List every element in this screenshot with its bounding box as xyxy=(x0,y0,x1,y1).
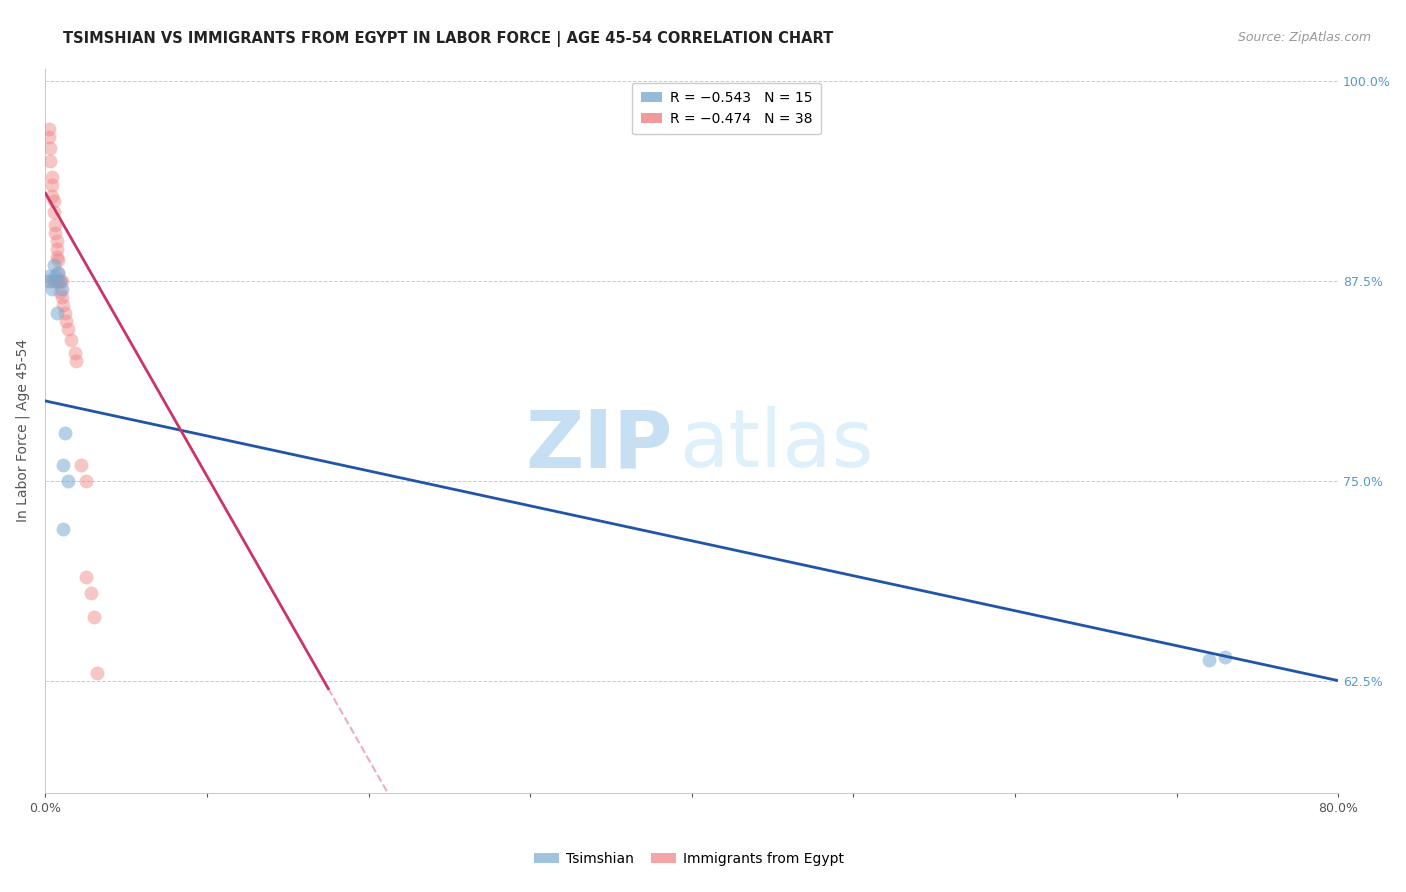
Text: Source: ZipAtlas.com: Source: ZipAtlas.com xyxy=(1237,31,1371,45)
Point xyxy=(49,274,72,288)
Point xyxy=(1198,653,1220,667)
Point xyxy=(52,458,75,472)
Legend: R = −0.543   N = 15, R = −0.474   N = 38: R = −0.543 N = 15, R = −0.474 N = 38 xyxy=(633,83,821,135)
Point xyxy=(56,474,79,488)
Point xyxy=(83,609,105,624)
Text: atlas: atlas xyxy=(679,406,873,484)
Point xyxy=(38,122,60,136)
Point xyxy=(41,170,63,185)
Text: TSIMSHIAN VS IMMIGRANTS FROM EGYPT IN LABOR FORCE | AGE 45-54 CORRELATION CHART: TSIMSHIAN VS IMMIGRANTS FROM EGYPT IN LA… xyxy=(63,31,834,47)
Point xyxy=(55,314,77,328)
Point xyxy=(44,269,66,284)
Point xyxy=(70,458,93,472)
Point xyxy=(38,269,60,284)
Point xyxy=(45,242,67,256)
Point xyxy=(42,258,65,272)
Point xyxy=(1213,649,1236,664)
Point xyxy=(48,266,70,280)
Point xyxy=(51,282,73,296)
Point xyxy=(65,354,87,368)
Point xyxy=(39,154,62,169)
Point xyxy=(39,141,62,155)
Point xyxy=(41,282,63,296)
Point xyxy=(35,274,58,288)
Point xyxy=(63,346,86,360)
Text: ZIP: ZIP xyxy=(526,406,672,484)
Point xyxy=(53,425,76,440)
Point xyxy=(60,333,83,347)
Point xyxy=(45,274,67,288)
Point xyxy=(44,274,66,288)
Point xyxy=(42,194,65,209)
Legend: Tsimshian, Immigrants from Egypt: Tsimshian, Immigrants from Egypt xyxy=(529,847,849,871)
Point xyxy=(86,665,108,680)
Point xyxy=(75,570,97,584)
Y-axis label: In Labor Force | Age 45-54: In Labor Force | Age 45-54 xyxy=(15,339,30,522)
Point xyxy=(48,274,70,288)
Point xyxy=(51,274,73,288)
Point xyxy=(49,274,72,288)
Point xyxy=(80,586,103,600)
Point xyxy=(42,205,65,219)
Point xyxy=(52,522,75,536)
Point xyxy=(38,130,60,145)
Point xyxy=(49,285,72,300)
Point xyxy=(41,178,63,193)
Point xyxy=(45,234,67,248)
Point xyxy=(42,274,65,288)
Point xyxy=(41,189,63,203)
Point xyxy=(39,274,62,288)
Point xyxy=(52,298,75,312)
Point xyxy=(56,322,79,336)
Point xyxy=(44,218,66,232)
Point xyxy=(48,253,70,268)
Point xyxy=(51,290,73,304)
Point xyxy=(53,306,76,320)
Point xyxy=(75,474,97,488)
Point xyxy=(44,226,66,240)
Point xyxy=(45,250,67,264)
Point xyxy=(45,306,67,320)
Point xyxy=(48,266,70,280)
